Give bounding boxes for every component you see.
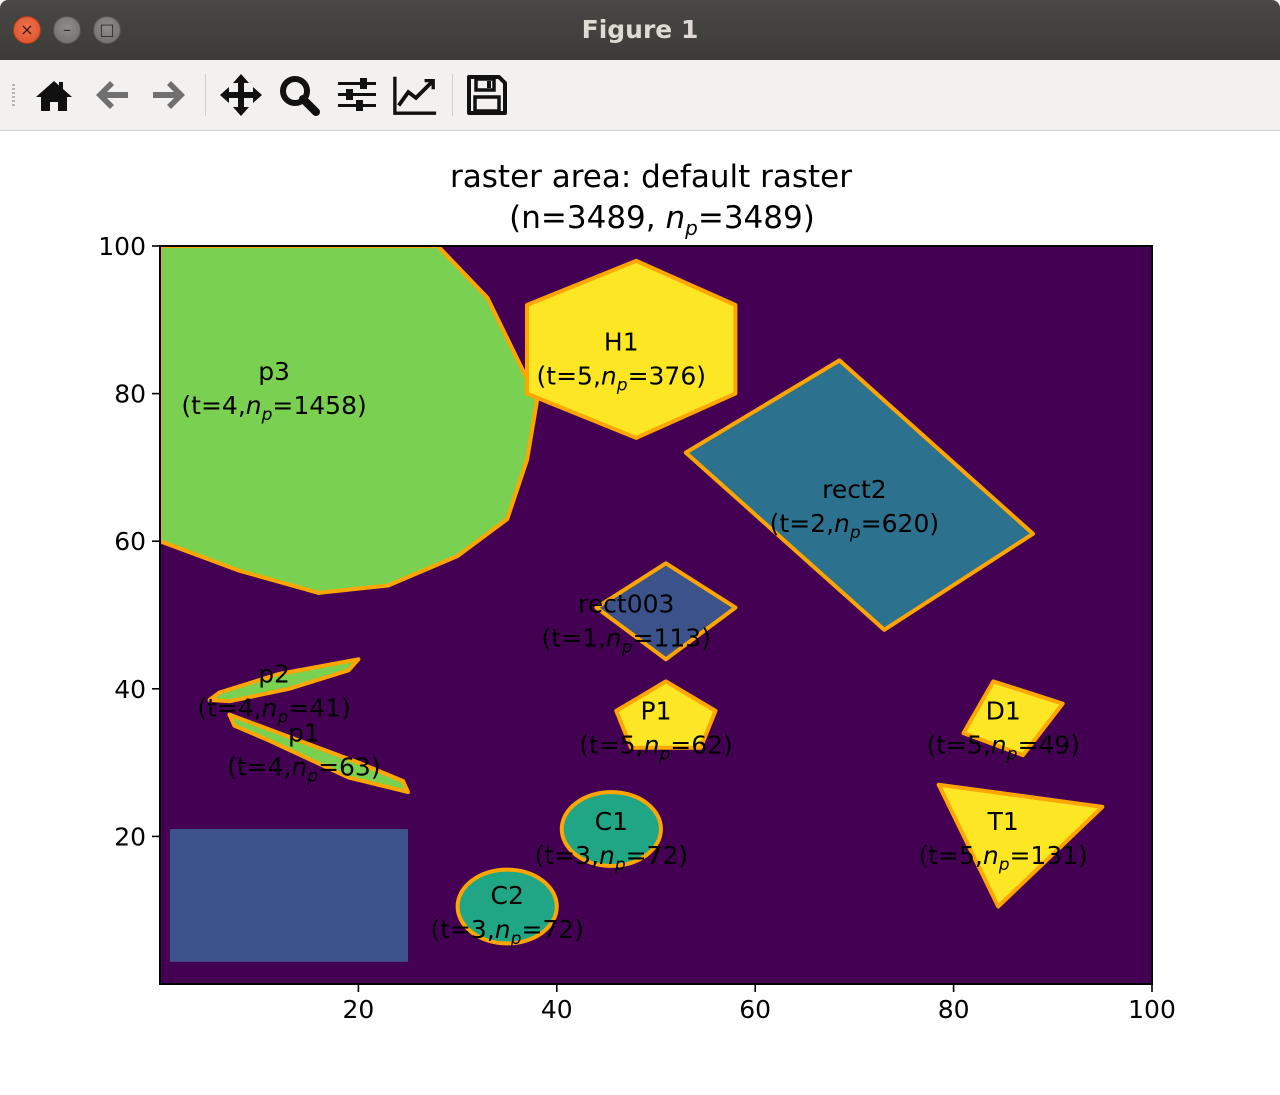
x-tick-label: 100 xyxy=(1128,995,1176,1024)
region-stats-T1: (t=5,np=131) xyxy=(918,841,1087,875)
region-rect2-outline xyxy=(683,358,1035,632)
home-icon xyxy=(36,81,72,111)
y-tick-label: 80 xyxy=(114,380,146,409)
chart-title-line2: (n=3489, np=3489) xyxy=(509,200,815,240)
region-stats-rect2: (t=2,np=620) xyxy=(770,509,939,543)
save-icon xyxy=(467,75,507,115)
region-label-C1: C1 xyxy=(595,807,628,836)
region-label-H1: H1 xyxy=(604,327,639,356)
subplots-button[interactable] xyxy=(334,72,380,118)
unlabeled-region xyxy=(169,829,408,962)
region-p2-fill xyxy=(209,659,359,702)
region-P1-outline xyxy=(614,679,718,750)
region-label-p3: p3 xyxy=(258,357,290,386)
y-tick-label: 20 xyxy=(114,822,146,851)
home-button[interactable] xyxy=(31,72,77,118)
zoom-button[interactable] xyxy=(276,72,322,118)
x-tick-label: 80 xyxy=(938,995,970,1024)
region-C1-outline xyxy=(559,790,663,868)
zoom-icon xyxy=(280,76,320,116)
save-button[interactable] xyxy=(464,72,510,118)
back-button[interactable] xyxy=(89,72,135,118)
region-C1-fill xyxy=(561,792,661,866)
close-window-button[interactable]: × xyxy=(13,16,41,44)
chart-title-line1: raster area: default raster xyxy=(450,159,852,195)
pan-icon xyxy=(220,74,262,116)
x-tick-label: 20 xyxy=(342,995,374,1024)
x-tick-label: 40 xyxy=(541,995,573,1024)
minimize-window-button[interactable]: – xyxy=(53,16,81,44)
maximize-window-button[interactable]: □ xyxy=(93,16,121,44)
region-label-D1: D1 xyxy=(986,696,1021,725)
region-label-rect003: rect003 xyxy=(578,589,674,618)
region-T1-outline xyxy=(936,782,1105,909)
region-p1-outline xyxy=(227,712,410,795)
y-tick-label: 60 xyxy=(114,527,146,556)
window-titlebar: × – □ Figure 1 xyxy=(0,0,1280,60)
region-p3-fill xyxy=(160,246,537,593)
region-stats-p2: (t=4,np=41) xyxy=(197,693,351,727)
axes: p3 (t=4,np=1458) H1 (t=5,np=376) rect2 (t=2,n… xyxy=(98,232,1176,1024)
forward-button[interactable] xyxy=(146,72,192,118)
region-p1-fill xyxy=(229,714,408,793)
region-C2-outline xyxy=(455,867,559,946)
region-D1-outline xyxy=(961,679,1065,758)
region-stats-D1: (t=5,np=49) xyxy=(926,730,1080,764)
region-stats-p3: (t=4,np=1458) xyxy=(181,391,366,425)
region-label-p1: p1 xyxy=(288,719,320,748)
figure-canvas[interactable]: raster area: default raster (n=3489, np=… xyxy=(0,131,1280,1091)
region-label-P1: P1 xyxy=(641,696,672,725)
subplots-icon xyxy=(338,78,376,111)
toolbar-separator xyxy=(452,74,453,116)
toolbar-grip xyxy=(12,84,15,106)
navigation-toolbar xyxy=(0,60,1280,131)
region-stats-P1: (t=5,np=62) xyxy=(579,730,733,764)
region-stats-C1: (t=3,np=72) xyxy=(535,841,689,875)
region-T1-fill xyxy=(938,784,1103,907)
region-labels: p3 (t=4,np=1458) H1 (t=5,np=376) rect2 (t=2,n… xyxy=(181,327,1088,949)
region-p2-outline xyxy=(207,657,361,704)
region-D1-fill xyxy=(963,681,1063,756)
y-tick-label: 100 xyxy=(98,232,146,261)
axes-frame xyxy=(159,245,1153,985)
y-tick-label: 40 xyxy=(114,675,146,704)
region-H1-outline xyxy=(525,258,738,440)
region-stats-C2: (t=3,np=72) xyxy=(430,915,584,949)
region-label-C2: C2 xyxy=(491,881,524,910)
region-layer xyxy=(160,246,1105,962)
region-H1-fill xyxy=(527,260,736,438)
region-stats-p1: (t=4,np=63) xyxy=(227,753,381,787)
toolbar-separator xyxy=(205,74,206,116)
customize-icon xyxy=(393,76,437,115)
region-rect2-fill xyxy=(685,360,1033,630)
region-C2-fill xyxy=(457,869,557,944)
pan-button[interactable] xyxy=(218,72,264,118)
forward-icon xyxy=(153,81,185,109)
region-p3-outline xyxy=(160,246,539,595)
back-icon xyxy=(96,81,128,109)
customize-button[interactable] xyxy=(392,72,438,118)
plot-svg: raster area: default raster (n=3489, np=… xyxy=(98,159,1176,1024)
region-rect003-outline xyxy=(594,561,738,662)
window-title: Figure 1 xyxy=(581,15,699,44)
region-label-p2: p2 xyxy=(258,659,290,688)
region-label-T1: T1 xyxy=(987,807,1019,836)
region-label-rect2: rect2 xyxy=(822,475,887,504)
region-stats-H1: (t=5,np=376) xyxy=(537,361,706,395)
region-stats-rect003: (t=1,np=113) xyxy=(542,623,711,657)
x-tick-label: 60 xyxy=(739,995,771,1024)
